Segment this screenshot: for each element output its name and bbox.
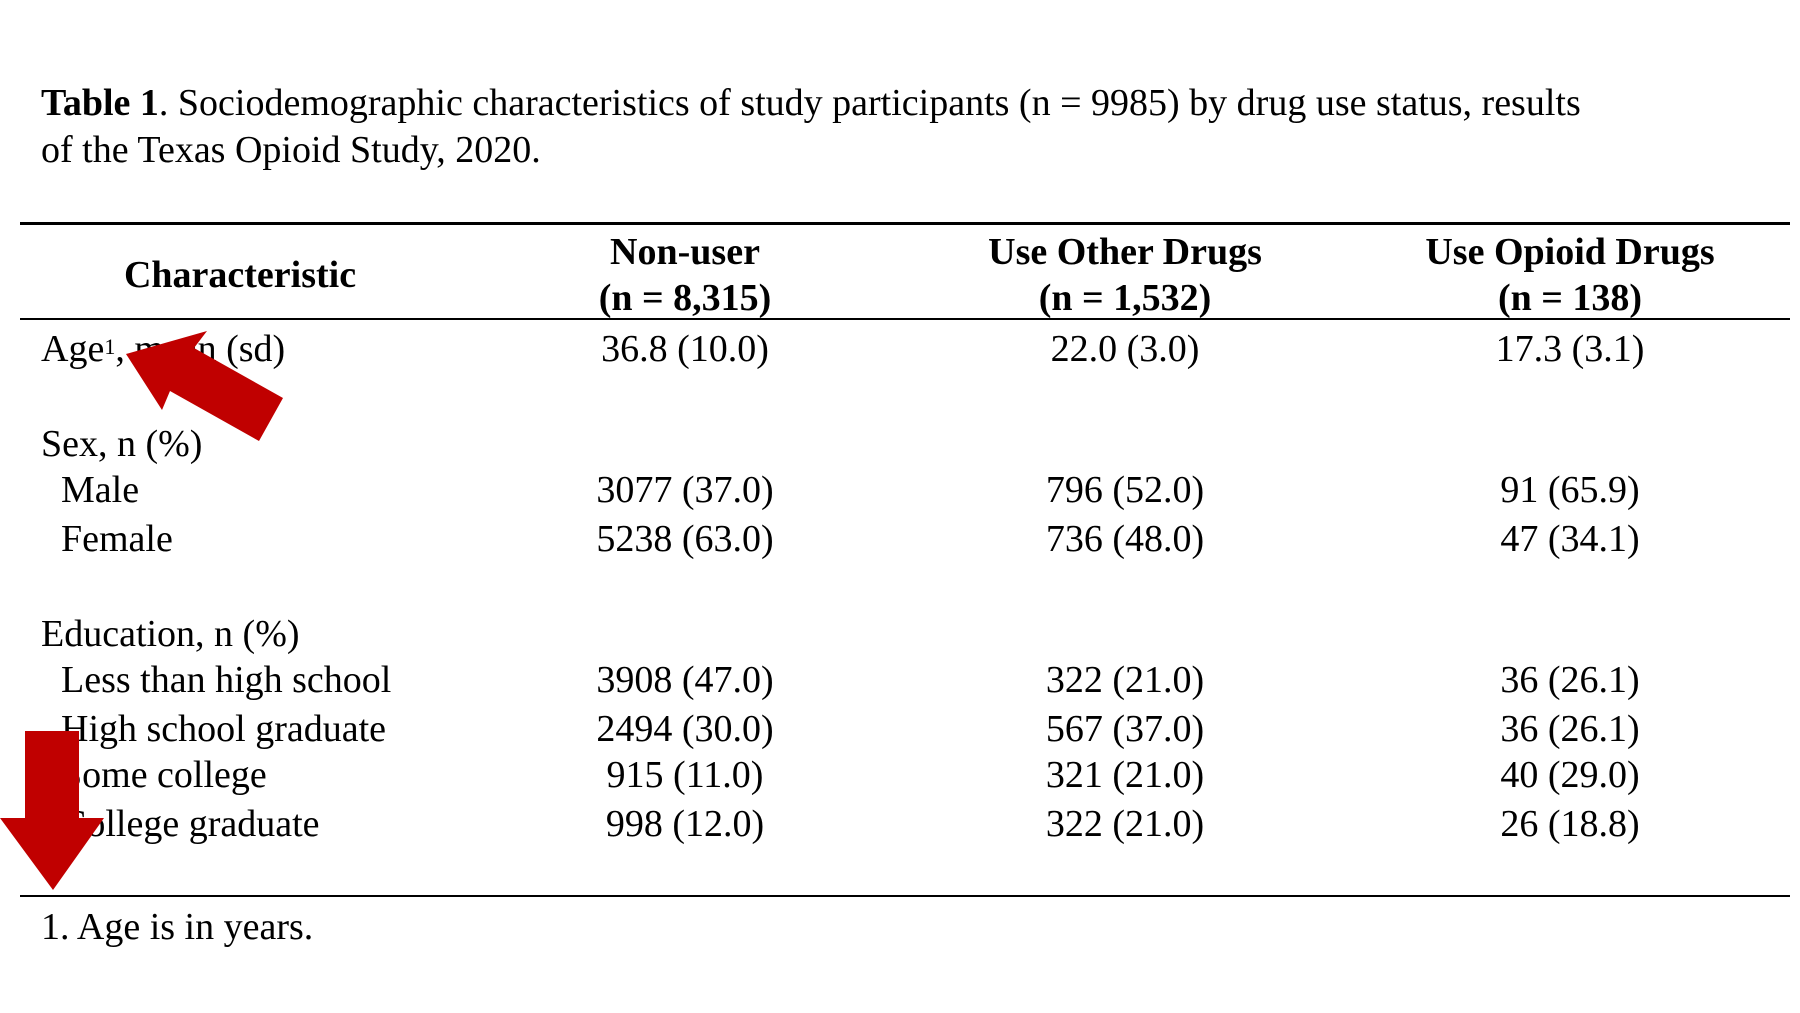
table-footnote: 1. Age is in years. [41, 906, 314, 948]
row-college-grad-opioid-drugs: 26 (18.8) [1500, 803, 1640, 845]
header-non-user: Non-user (n = 8,315) [485, 229, 885, 321]
row-some-college-other-drugs: 321 (21.0) [1045, 754, 1205, 796]
row-male-opioid-drugs: 91 (65.9) [1500, 469, 1640, 511]
row-age-opioid-drugs: 17.3 (3.1) [1495, 328, 1645, 370]
header-non-user-n: (n = 8,315) [598, 277, 772, 319]
down-arrow-icon [0, 731, 104, 890]
table-bottom-rule [20, 895, 1790, 897]
table-label: Table 1 [41, 82, 159, 124]
row-less-hs-other-drugs: 322 (21.0) [1045, 659, 1205, 701]
table-top-rule [20, 222, 1790, 225]
header-opioid-drugs-label: Use Opioid Drugs [1425, 231, 1715, 273]
row-some-college-opioid-drugs: 40 (29.0) [1500, 754, 1640, 796]
row-less-hs-non-user: 3908 (47.0) [596, 659, 774, 701]
row-age-other-drugs: 22.0 (3.0) [1050, 328, 1200, 370]
row-less-hs-opioid-drugs: 36 (26.1) [1500, 659, 1640, 701]
row-sex-heading: Sex, n (%) [41, 423, 203, 465]
row-education-heading: Education, n (%) [41, 613, 300, 655]
header-other-drugs-label: Use Other Drugs [988, 231, 1262, 273]
row-hs-grad-opioid-drugs: 36 (26.1) [1500, 708, 1640, 750]
header-characteristic-label: Characteristic [123, 254, 357, 296]
age-text: Age [41, 328, 105, 370]
header-non-user-label: Non-user [610, 231, 760, 273]
row-male-non-user: 3077 (37.0) [596, 469, 774, 511]
header-opioid-drugs: Use Opioid Drugs (n = 138) [1370, 229, 1770, 321]
row-female-label: Female [61, 518, 173, 560]
row-female-non-user: 5238 (63.0) [596, 518, 774, 560]
row-some-college-label: Some college [61, 754, 267, 796]
row-male-other-drugs: 796 (52.0) [1045, 469, 1205, 511]
row-college-grad-label: College graduate [61, 803, 320, 845]
table-caption: Table 1. Sociodemographic characteristic… [41, 80, 1741, 174]
row-female-opioid-drugs: 47 (34.1) [1500, 518, 1640, 560]
row-hs-grad-other-drugs: 567 (37.0) [1045, 708, 1205, 750]
age-footnote-marker: 1 [104, 334, 116, 359]
header-characteristic: Characteristic [40, 252, 440, 298]
row-male-label: Male [61, 469, 140, 511]
row-hs-grad-non-user: 2494 (30.0) [596, 708, 774, 750]
header-other-drugs: Use Other Drugs (n = 1,532) [925, 229, 1325, 321]
row-female-other-drugs: 736 (48.0) [1045, 518, 1205, 560]
header-other-drugs-n: (n = 1,532) [1038, 277, 1212, 319]
row-hs-grad-label: High school graduate [61, 708, 387, 750]
table-caption-text: . Sociodemographic characteristics of st… [41, 82, 1581, 171]
row-less-hs-label: Less than high school [61, 659, 392, 701]
row-age-non-user: 36.8 (10.0) [601, 328, 769, 370]
row-college-grad-other-drugs: 322 (21.0) [1045, 803, 1205, 845]
diagonal-arrow-icon [126, 331, 283, 441]
header-opioid-drugs-n: (n = 138) [1497, 277, 1643, 319]
row-college-grad-non-user: 998 (12.0) [605, 803, 765, 845]
table-header-rule [20, 318, 1790, 320]
row-some-college-non-user: 915 (11.0) [606, 754, 764, 796]
